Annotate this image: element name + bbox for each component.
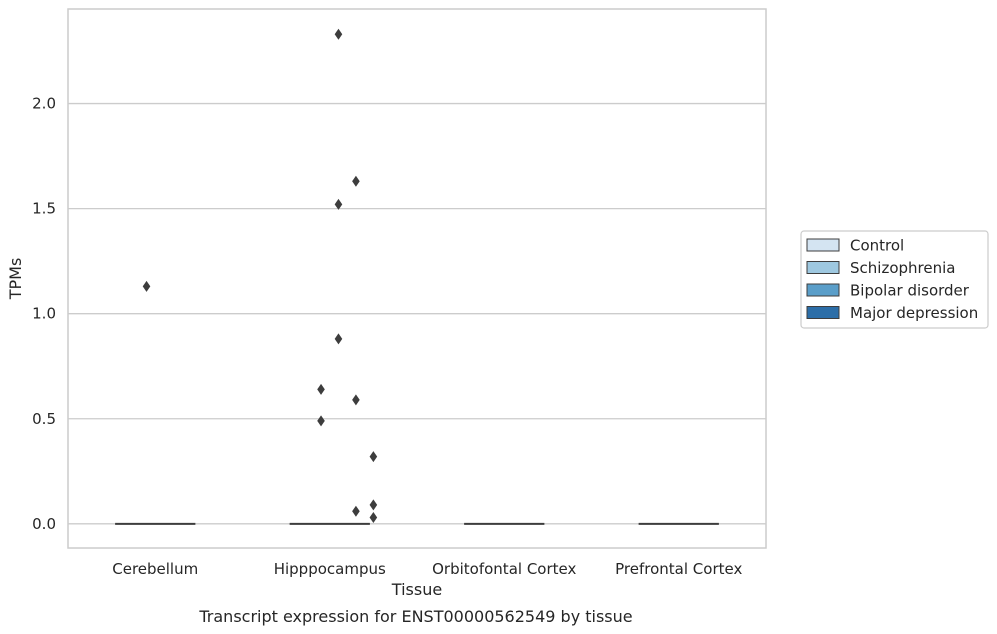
outlier-point: [334, 198, 343, 210]
y-tick-label: 2.0: [32, 95, 56, 113]
legend-swatch: [806, 238, 840, 252]
outlier-point: [334, 333, 343, 345]
legend: Control Schizophrenia Bipolar disorder Majo…: [800, 230, 989, 329]
outlier-point: [352, 394, 360, 406]
y-tick-labels: 0.0 0.5 1.0 1.5 2.0: [32, 95, 56, 533]
gridlines: [68, 102, 766, 525]
legend-swatch: [806, 306, 840, 319]
x-tick-labels: Cerebellum Hipppocampus Orbitofontal Corte…: [112, 560, 742, 578]
chart-caption: Transcript expression for ENST0000056254…: [198, 607, 632, 626]
outlier-point: [369, 499, 378, 511]
outlier-point: [317, 383, 325, 395]
legend-label: Schizophrenia: [850, 259, 955, 277]
x-axis-label: Tissue: [391, 580, 442, 599]
y-tick-label: 0.0: [32, 515, 56, 533]
x-tick-label: Orbitofontal Cortex: [432, 560, 576, 578]
y-tick-label: 1.5: [32, 200, 56, 218]
legend-label: Major depression: [850, 304, 978, 322]
legend-frame: [800, 230, 989, 329]
outlier-point: [369, 451, 378, 463]
outlier-points: [142, 28, 378, 524]
outlier-point: [334, 28, 343, 40]
legend-label: Bipolar disorder: [850, 282, 970, 300]
legend-swatch: [806, 261, 840, 274]
legend-label: Control: [850, 237, 904, 255]
y-tick-label: 0.5: [32, 410, 56, 428]
outlier-point: [352, 505, 360, 517]
plot-frame: [67, 8, 767, 549]
y-tick-label: 1.0: [32, 305, 56, 323]
outlier-point: [142, 280, 151, 292]
outlier-point: [369, 512, 378, 524]
x-tick-label: Hipppocampus: [274, 560, 386, 578]
x-tick-label: Cerebellum: [112, 560, 198, 578]
outlier-point: [352, 175, 360, 187]
legend-swatch: [806, 283, 840, 297]
outlier-point: [317, 415, 325, 427]
x-tick-label: Prefrontal Cortex: [615, 560, 742, 578]
y-axis-label: TPMs: [6, 258, 25, 301]
